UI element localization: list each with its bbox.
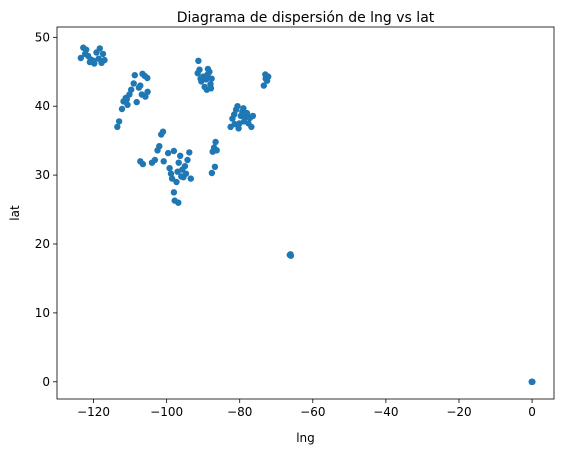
x-axis-ticks: −120 −100 −80 −60 −40 −20 0 [77, 399, 536, 419]
data-point [160, 158, 167, 165]
data-point [126, 91, 133, 98]
data-point [123, 96, 130, 103]
data-point [248, 123, 255, 131]
data-point [186, 149, 193, 156]
x-tick-label: −20 [446, 405, 471, 419]
data-point [167, 170, 175, 177]
y-tick-label: 30 [35, 168, 50, 182]
data-point [118, 105, 126, 113]
data-point [184, 156, 191, 164]
data-point [181, 163, 189, 170]
y-tick-label: 20 [35, 237, 50, 251]
y-tick-label: 50 [35, 30, 50, 44]
y-tick-label: 40 [35, 99, 50, 113]
data-point [187, 175, 194, 182]
data-point [91, 60, 98, 67]
data-point [115, 118, 123, 125]
x-axis-label: lng [296, 431, 315, 445]
data-point [235, 125, 242, 132]
data-point [77, 54, 85, 62]
data-point [133, 98, 140, 106]
data-point [177, 152, 184, 159]
data-point [139, 160, 147, 168]
data-point [182, 170, 190, 177]
chart-title: Diagrama de dispersión de lng vs lat [177, 10, 435, 26]
data-point [204, 65, 212, 73]
data-point [131, 72, 138, 79]
data-point [124, 101, 131, 109]
x-tick-label: −40 [373, 405, 398, 419]
data-point [101, 56, 108, 64]
data-point [128, 86, 135, 93]
data-point [170, 147, 178, 155]
y-axis-label: lat [8, 205, 22, 221]
data-point [144, 74, 151, 82]
data-point [528, 378, 535, 385]
data-point [195, 57, 202, 64]
data-point [196, 66, 203, 73]
data-point [212, 138, 219, 146]
data-point [234, 103, 241, 110]
data-point [287, 251, 294, 258]
data-point [151, 156, 159, 164]
data-point [159, 128, 167, 135]
plot-frame [56, 26, 555, 400]
data-point [168, 175, 176, 182]
data-point [99, 50, 107, 58]
x-tick-label: −100 [150, 405, 183, 419]
data-point [173, 178, 180, 186]
data-point [83, 46, 90, 53]
data-point [114, 123, 121, 131]
data-point [249, 112, 257, 120]
x-tick-label: −60 [300, 405, 325, 419]
data-point [156, 143, 163, 150]
data-point [142, 93, 149, 100]
data-point [197, 75, 204, 82]
data-point [130, 80, 137, 87]
data-point [175, 199, 182, 206]
data-point [262, 75, 269, 82]
data-point [164, 149, 172, 157]
y-axis-ticks: 0 10 20 30 40 50 [35, 30, 57, 389]
y-tick-label: 0 [42, 375, 50, 389]
data-points [77, 44, 536, 385]
data-point [260, 82, 267, 89]
data-point [144, 88, 151, 96]
data-point [137, 82, 144, 89]
x-tick-label: −120 [77, 405, 110, 419]
data-point [170, 189, 178, 196]
data-point [175, 159, 182, 166]
data-point [231, 120, 238, 128]
data-point [231, 111, 238, 118]
x-tick-label: −80 [227, 405, 252, 419]
data-point [202, 76, 210, 83]
data-point [240, 105, 247, 112]
y-tick-label: 10 [35, 306, 50, 320]
data-point [211, 163, 219, 170]
data-point [208, 75, 215, 82]
data-point [208, 169, 216, 177]
x-tick-label: 0 [528, 405, 536, 419]
data-point [213, 147, 220, 154]
data-point [96, 45, 104, 52]
data-point [207, 85, 215, 92]
data-point [243, 109, 251, 117]
data-point [166, 165, 173, 172]
